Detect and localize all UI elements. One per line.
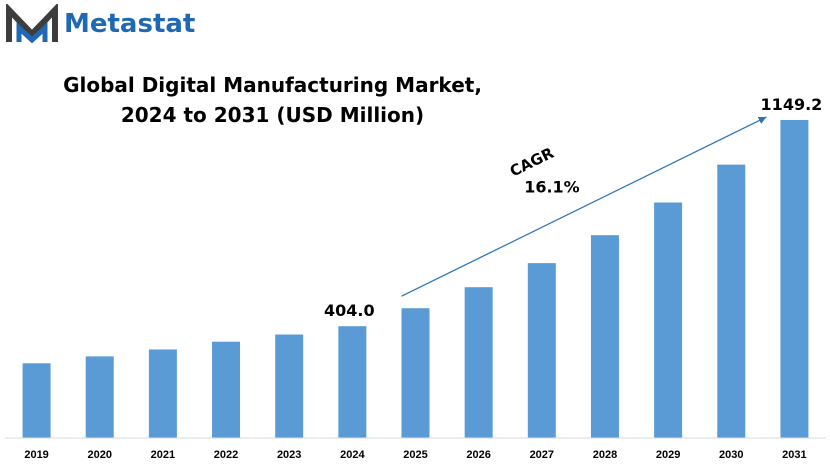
bar-2026 (464, 287, 493, 438)
x-tick-label-2019: 2019 (24, 449, 48, 461)
x-tick-label-2030: 2030 (719, 449, 743, 461)
x-tick-label-2020: 2020 (87, 449, 111, 461)
x-tick-label-2031: 2031 (782, 449, 806, 461)
cagr-arrow (401, 116, 767, 297)
bar-2021 (148, 349, 177, 438)
bar-2022 (212, 341, 241, 438)
x-tick-label-2023: 2023 (277, 449, 301, 461)
bar-2024 (338, 326, 367, 438)
bar-2028 (590, 235, 619, 438)
bar-2020 (85, 356, 114, 438)
cagr-label: CAGR (507, 144, 557, 181)
bar-2027 (527, 263, 556, 438)
bar-2025 (401, 308, 430, 438)
brand-name: Metastat (64, 9, 196, 39)
x-tick-label-2022: 2022 (214, 449, 238, 461)
x-tick-label-2026: 2026 (466, 449, 490, 461)
x-tick-label-2027: 2027 (530, 449, 554, 461)
brand-logo: Metastat (6, 4, 195, 44)
chart-title-line-1: Global Digital Manufacturing Market, (63, 73, 482, 97)
data-label-2031: 1149.2 (761, 95, 823, 114)
data-label-2024: 404.0 (324, 301, 375, 320)
chart-title-line-2: 2024 to 2031 (USD Million) (120, 103, 425, 127)
x-tick-label-2028: 2028 (593, 449, 617, 461)
cagr-value: 16.1% (524, 178, 580, 197)
bar-2019 (22, 363, 51, 438)
bar-2023 (275, 334, 304, 438)
x-tick-label-2021: 2021 (151, 449, 175, 461)
x-tick-label-2024: 2024 (340, 449, 365, 461)
chart-title: Global Digital Manufacturing Market, 202… (60, 70, 485, 130)
x-tick-label-2029: 2029 (656, 449, 680, 461)
bar-2029 (654, 202, 683, 438)
metastat-m-logo-icon (6, 4, 58, 44)
bar-2031 (780, 120, 809, 438)
bar-2030 (717, 164, 746, 439)
x-tick-label-2025: 2025 (403, 449, 427, 461)
